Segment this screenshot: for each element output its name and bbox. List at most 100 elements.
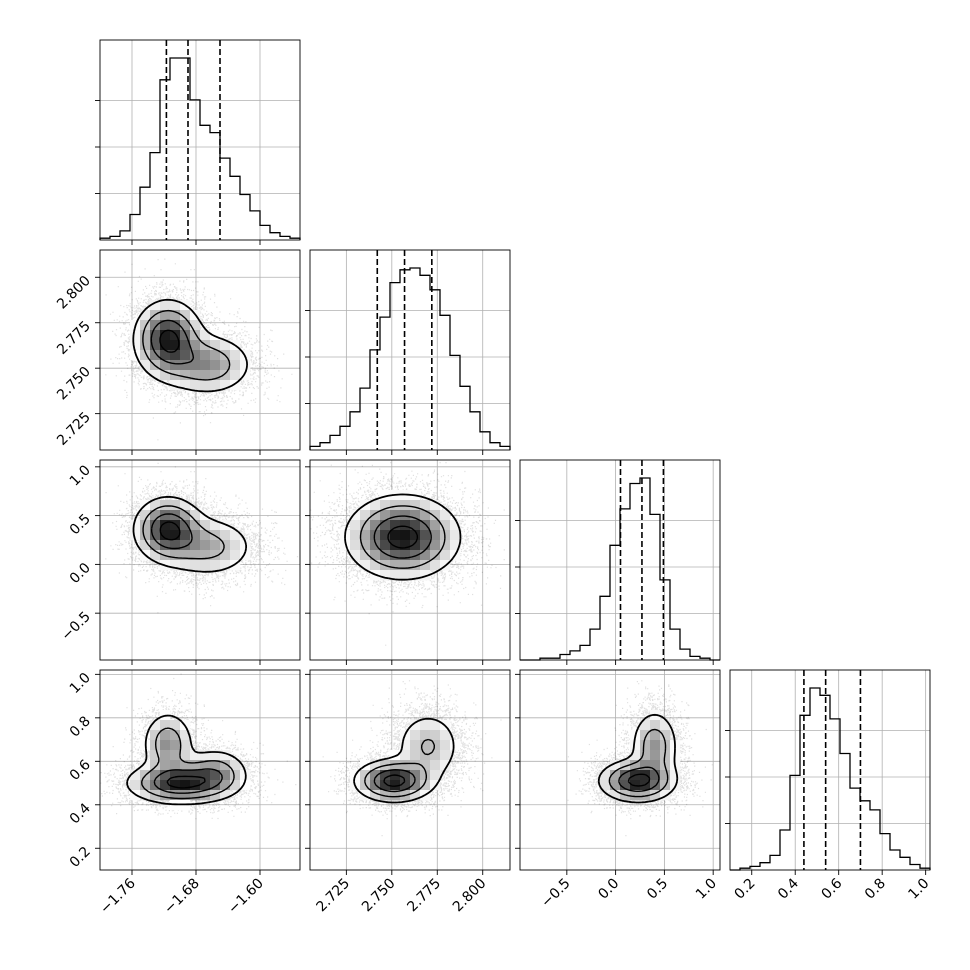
density-cell <box>390 560 401 571</box>
density-cell <box>640 760 651 771</box>
density-cell <box>420 740 431 751</box>
density-cell <box>430 530 441 541</box>
density-cell <box>160 300 171 311</box>
density-cell <box>170 550 181 561</box>
density-cell <box>180 760 191 771</box>
contour-line-3 <box>387 525 419 549</box>
density-cell <box>200 360 211 371</box>
density-cell <box>600 770 611 781</box>
density-cell <box>190 760 201 771</box>
density-cell <box>380 530 391 541</box>
density-cell <box>410 740 421 751</box>
density-cell <box>610 780 621 791</box>
scatter-panel-1-2 <box>305 459 511 665</box>
density-cell <box>640 720 651 731</box>
density-cell <box>140 550 151 561</box>
density-cell <box>170 720 181 731</box>
density-cell <box>140 530 151 541</box>
histogram-step <box>520 477 720 661</box>
density-cell <box>650 750 661 761</box>
density-cell <box>420 790 431 801</box>
density-cell <box>620 770 631 781</box>
density-cell <box>180 750 191 761</box>
density-cell <box>160 740 171 751</box>
density-cell <box>410 500 421 511</box>
density-cell <box>410 720 421 731</box>
density-cell <box>220 780 231 791</box>
density-cell <box>150 540 161 551</box>
contour-line-1 <box>364 738 435 798</box>
density-cell <box>390 790 401 801</box>
density-cell <box>160 750 171 761</box>
density-cell <box>180 340 191 351</box>
density-cell <box>400 540 411 551</box>
density-cell <box>410 530 421 541</box>
density-cell <box>160 530 171 541</box>
density-cell <box>390 500 401 511</box>
density-cell <box>140 320 151 331</box>
density-cell <box>210 790 221 801</box>
density-cell <box>420 730 431 741</box>
density-cell <box>140 790 151 801</box>
panel-frame <box>309 249 511 451</box>
density-cell <box>400 550 411 561</box>
density-cell <box>180 500 191 511</box>
density-cell <box>230 770 241 781</box>
density-cell <box>230 380 241 391</box>
density-cell <box>190 530 201 541</box>
density-cell <box>230 370 241 381</box>
panel-frame <box>729 669 931 871</box>
density-cell <box>160 320 171 331</box>
density-cell <box>400 740 411 751</box>
density-cell <box>220 550 231 561</box>
density-cell <box>180 730 191 741</box>
density-cell <box>210 360 221 371</box>
density-cell <box>140 780 151 791</box>
density-cell <box>230 360 241 371</box>
contour-line-0 <box>597 713 679 804</box>
density-cell <box>180 540 191 551</box>
histogram-panel-2 <box>515 459 721 665</box>
density-cell <box>430 500 441 511</box>
density-cell <box>370 550 381 561</box>
density-cell <box>650 730 661 741</box>
density-cell <box>420 780 431 791</box>
y-tick-label: 2.800 <box>54 273 94 313</box>
density-cell <box>370 540 381 551</box>
density-cell <box>220 760 231 771</box>
contour-line-1 <box>359 505 446 569</box>
density-cell <box>370 770 381 781</box>
density-cell <box>430 550 441 561</box>
density-cell <box>190 370 201 381</box>
density-cell <box>670 770 681 781</box>
scatter-panel-0-2: −0.5 0.0 0.5 1.0 <box>58 459 301 665</box>
density-cell <box>420 500 431 511</box>
density-cell <box>160 720 171 731</box>
density-cell <box>160 730 171 741</box>
density-cell <box>190 350 201 361</box>
density-cell <box>220 340 231 351</box>
density-cell <box>420 530 431 541</box>
density-cell <box>190 770 201 781</box>
density-cell <box>240 780 251 791</box>
x-tick-label: 0.6 <box>818 875 845 902</box>
density-cell <box>380 540 391 551</box>
density-cell <box>380 520 391 531</box>
contour-line-1 <box>608 728 669 798</box>
density-cell <box>140 540 151 551</box>
density-cell <box>230 540 241 551</box>
density-cell <box>630 740 641 751</box>
density-cell <box>610 770 621 781</box>
x-tick-label: 1.0 <box>905 876 932 903</box>
density-cell <box>220 370 231 381</box>
density-cell <box>430 510 441 521</box>
density-cell <box>400 560 411 571</box>
density-cell <box>200 330 211 341</box>
density-cell <box>220 750 231 761</box>
density-cell <box>650 790 661 801</box>
density-cell <box>220 360 231 371</box>
density-cell <box>200 560 211 571</box>
density-cell <box>150 330 161 341</box>
density-cell <box>430 740 441 751</box>
x-tick-label: 0.4 <box>775 875 802 902</box>
